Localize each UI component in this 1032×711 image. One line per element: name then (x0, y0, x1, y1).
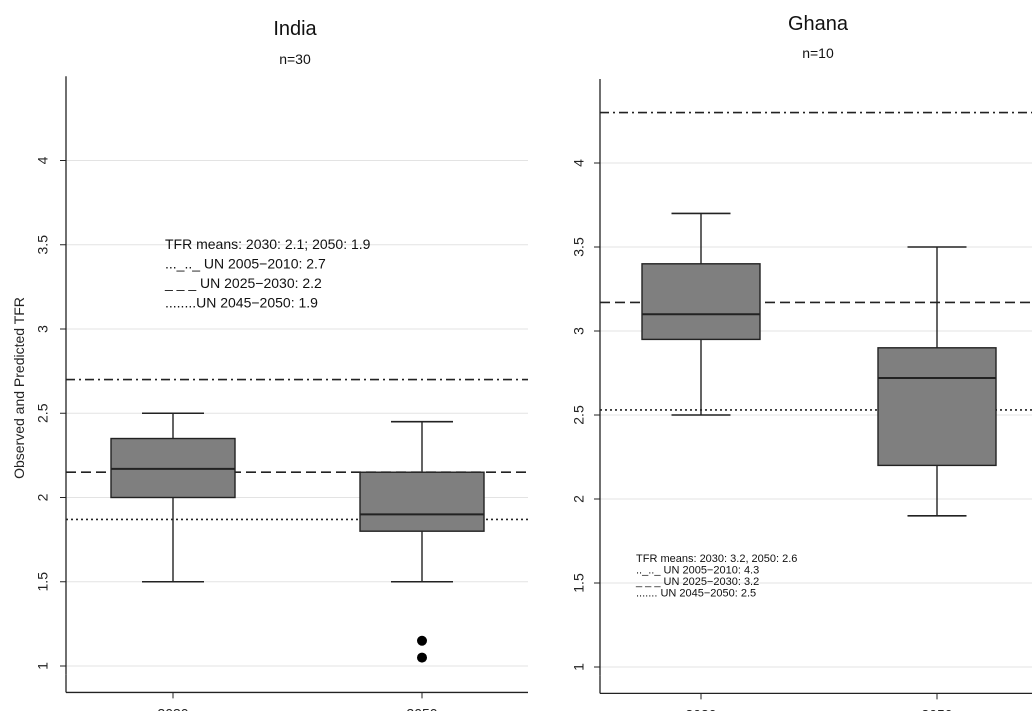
outlier-point (417, 652, 427, 663)
box-2030 (110, 412, 236, 583)
axes (60, 76, 528, 699)
x-tick-label: 2030 (685, 706, 716, 711)
outlier-point (417, 635, 427, 646)
box-plots (641, 212, 997, 517)
y-tick-label: 4 (35, 156, 51, 164)
iqr-box (359, 471, 485, 532)
chart-subtitle: n=30 (279, 51, 311, 67)
y-tick-label: 1.5 (571, 573, 587, 593)
x-tick-labels: 2030 2050 (685, 706, 952, 711)
y-tick-label: 1 (35, 662, 51, 670)
annotation-line: ..._.._ UN 2005−2010: 2.7 (165, 256, 326, 272)
y-axis-label: Observed and Predicted TFR (11, 297, 27, 479)
x-tick-label: 2050 (921, 706, 952, 711)
annotation-block: TFR means: 2030: 3.2, 2050: 2.6.._.._ UN… (635, 553, 797, 600)
annotation-line: ....... UN 2045−2050: 2.5 (636, 588, 756, 600)
iqr-box (877, 347, 997, 467)
y-tick-label: 1 (571, 663, 587, 671)
ghana-panel: Ghana n=10 2030 2050 1 1.5 2 2.5 3 3.5 4 TFR me… (571, 13, 1032, 711)
y-tick-labels: 1 1.5 2 2.5 3 3.5 4 (35, 156, 51, 670)
annotation-line: .._.._ UN 2005−2010: 4.3 (636, 565, 759, 577)
chart-subtitle: n=10 (802, 45, 834, 61)
india-panel: India n=30 Observed and Predicted TFR 20… (11, 18, 528, 711)
annotation-line: TFR means: 2030: 2.1; 2050: 1.9 (165, 236, 371, 252)
y-tick-label: 3.5 (571, 237, 587, 257)
annotation-line: ........UN 2045−2050: 1.9 (165, 295, 318, 311)
box-2050 (359, 420, 485, 663)
axes (594, 79, 1032, 700)
y-tick-label: 3.5 (35, 235, 51, 255)
x-tick-label: 2030 (157, 705, 188, 711)
annotation-block: TFR means: 2030: 2.1; 2050: 1.9 ..._.._ U… (164, 236, 371, 311)
iqr-box (641, 263, 761, 341)
y-tick-labels: 1 1.5 2 2.5 3 3.5 4 (571, 159, 587, 671)
chart-title: Ghana (788, 13, 849, 35)
box-2050 (877, 246, 997, 517)
y-tick-label: 3 (35, 325, 51, 333)
y-tick-label: 3 (571, 327, 587, 335)
x-tick-labels: 2030 2050 (157, 705, 437, 711)
y-tick-label: 2 (35, 493, 51, 501)
y-tick-label: 2.5 (35, 403, 51, 423)
y-tick-label: 1.5 (35, 572, 51, 592)
annotation-line: TFR means: 2030: 3.2, 2050: 2.6 (636, 553, 797, 565)
y-tick-label: 2.5 (571, 405, 587, 425)
chart-title: India (273, 18, 317, 40)
annotation-line: _ _ _ UN 2025−2030: 2.2 (164, 275, 322, 291)
box-plots (110, 412, 485, 663)
y-tick-label: 4 (571, 159, 587, 167)
box-2030 (641, 212, 761, 416)
y-tick-label: 2 (571, 495, 587, 503)
annotation-line: _ _ _ UN 2025−2030: 3.2 (635, 576, 759, 588)
x-tick-label: 2050 (406, 705, 437, 711)
